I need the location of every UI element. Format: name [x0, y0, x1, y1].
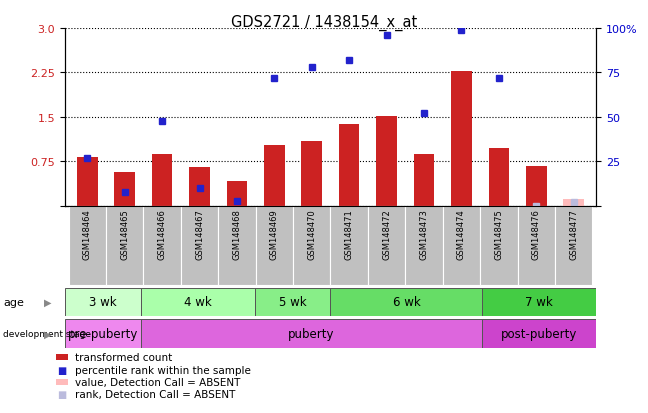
Text: 7 wk: 7 wk: [526, 295, 553, 309]
Bar: [563, 199, 584, 206]
Bar: [256, 206, 293, 285]
Bar: [141, 288, 255, 316]
Bar: [152, 154, 172, 206]
Bar: [143, 206, 181, 285]
Bar: [555, 206, 592, 285]
Text: ▶: ▶: [44, 329, 52, 339]
Text: puberty: puberty: [288, 327, 335, 340]
Text: 3 wk: 3 wk: [89, 295, 117, 309]
Bar: [480, 206, 518, 285]
Bar: [65, 320, 141, 348]
Bar: [189, 168, 210, 206]
Bar: [405, 206, 443, 285]
Bar: [293, 206, 330, 285]
Bar: [482, 320, 596, 348]
Text: GSM148472: GSM148472: [382, 209, 391, 259]
Bar: [368, 206, 405, 285]
Bar: [330, 206, 368, 285]
Bar: [77, 158, 98, 206]
Bar: [482, 288, 596, 316]
Bar: [339, 125, 360, 206]
Text: age: age: [3, 297, 24, 307]
Bar: [264, 146, 284, 206]
Text: GSM148465: GSM148465: [120, 209, 129, 259]
Bar: [106, 206, 143, 285]
Text: ▶: ▶: [44, 297, 52, 307]
Text: GSM148467: GSM148467: [195, 209, 204, 260]
Bar: [218, 206, 256, 285]
Bar: [526, 166, 546, 206]
Text: percentile rank within the sample: percentile rank within the sample: [75, 365, 250, 375]
Text: GSM148469: GSM148469: [270, 209, 279, 259]
Text: GSM148473: GSM148473: [419, 209, 428, 260]
Bar: [451, 71, 472, 206]
Bar: [141, 320, 482, 348]
Bar: [518, 206, 555, 285]
Bar: [227, 182, 248, 206]
Text: 6 wk: 6 wk: [393, 295, 421, 309]
Text: GSM148464: GSM148464: [83, 209, 92, 259]
Bar: [413, 154, 434, 206]
Text: rank, Detection Call = ABSENT: rank, Detection Call = ABSENT: [75, 389, 235, 399]
Bar: [255, 288, 330, 316]
Text: GSM148471: GSM148471: [345, 209, 354, 259]
Text: GSM148470: GSM148470: [307, 209, 316, 259]
Text: GSM148476: GSM148476: [532, 209, 541, 260]
Text: ■: ■: [58, 389, 67, 399]
Bar: [489, 149, 509, 206]
Bar: [115, 172, 135, 206]
Text: development stage: development stage: [3, 329, 91, 338]
Text: post-puberty: post-puberty: [501, 327, 577, 340]
Text: ■: ■: [58, 365, 67, 375]
Text: 5 wk: 5 wk: [279, 295, 307, 309]
Text: GDS2721 / 1438154_x_at: GDS2721 / 1438154_x_at: [231, 14, 417, 31]
Text: pre-puberty: pre-puberty: [67, 327, 138, 340]
Bar: [301, 141, 322, 206]
Text: GSM148466: GSM148466: [157, 209, 167, 260]
Bar: [69, 206, 106, 285]
Text: GSM148468: GSM148468: [233, 209, 242, 260]
Text: 4 wk: 4 wk: [184, 295, 211, 309]
Text: GSM148474: GSM148474: [457, 209, 466, 259]
Bar: [181, 206, 218, 285]
Bar: [65, 288, 141, 316]
Text: value, Detection Call = ABSENT: value, Detection Call = ABSENT: [75, 377, 240, 387]
Text: GSM148475: GSM148475: [494, 209, 503, 259]
Bar: [330, 288, 482, 316]
Bar: [443, 206, 480, 285]
Bar: [376, 116, 397, 206]
Text: GSM148477: GSM148477: [569, 209, 578, 260]
Text: transformed count: transformed count: [75, 352, 172, 362]
